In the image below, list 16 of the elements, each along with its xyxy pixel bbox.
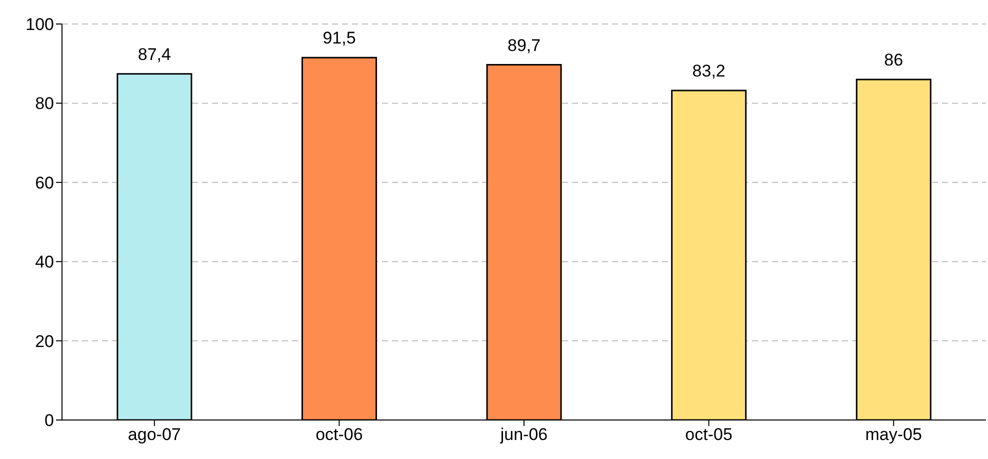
y-tick-label: 100: [26, 15, 54, 34]
y-tick-label: 80: [35, 94, 54, 114]
data-label: 89,7: [507, 36, 541, 55]
x-tick-label: jun-06: [499, 425, 548, 444]
y-tick-label: 0: [44, 411, 54, 430]
x-tick-label: may-05: [865, 425, 922, 444]
x-tick-label: ago-07: [128, 425, 181, 444]
y-tick-label: 20: [35, 332, 54, 351]
y-tick-label: 40: [35, 252, 54, 272]
data-label: 91,5: [322, 28, 356, 48]
data-label: 86: [884, 50, 904, 70]
data-label: 83,2: [692, 62, 726, 81]
data-label: 87,4: [138, 44, 171, 64]
x-tick-label: oct-06: [316, 425, 363, 444]
y-tick-label: 60: [35, 173, 54, 192]
x-tick-label: oct-05: [685, 425, 732, 444]
